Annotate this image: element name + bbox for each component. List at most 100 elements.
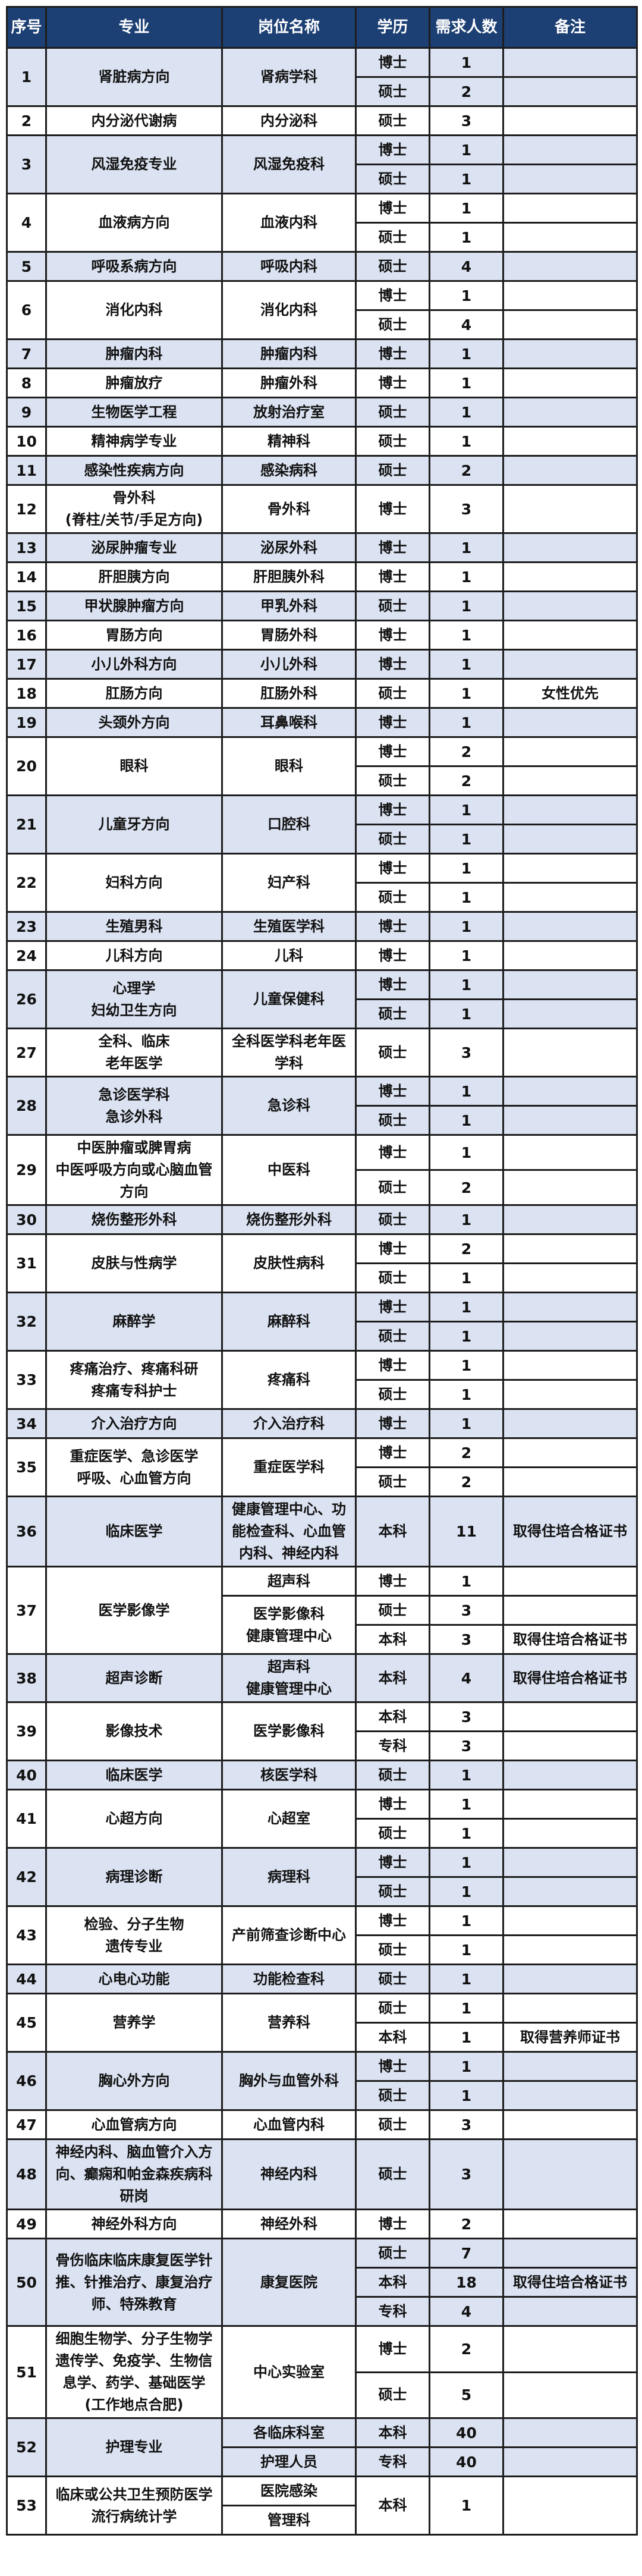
position-cell: 麻醉科 bbox=[221, 1292, 357, 1352]
table-row: 16 胃肠方向 胃肠外科 博士 1 bbox=[6, 620, 638, 651]
note-cell bbox=[502, 2446, 638, 2477]
row-number: 22 bbox=[6, 853, 47, 913]
table-row: 专科 3 bbox=[7, 1730, 638, 1761]
degree-cell: 博士 bbox=[355, 2325, 430, 2373]
count-cell: 1 bbox=[429, 2080, 504, 2111]
count-cell: 1 bbox=[429, 590, 504, 621]
count-cell: 1 bbox=[429, 1905, 504, 1936]
position-cell: 精神科 bbox=[221, 426, 357, 457]
note-cell bbox=[502, 590, 638, 621]
note-cell bbox=[502, 484, 638, 534]
count-cell: 1 bbox=[429, 794, 504, 825]
major-cell: 临床医学 bbox=[45, 1760, 223, 1790]
position-cell: 妇产科 bbox=[221, 853, 357, 913]
major-cell: 眼科 bbox=[45, 736, 223, 796]
major-cell: 检验、分子生物 遗传专业 bbox=[45, 1905, 223, 1965]
table-row: 硕士 1 bbox=[7, 1321, 638, 1352]
count-cell: 1 bbox=[429, 193, 504, 224]
table-row: 35 重症医学、急诊医学 呼吸、心血管方向 重症医学科 博士 2 bbox=[6, 1437, 638, 1497]
row-number: 12 bbox=[6, 484, 47, 534]
count-cell: 11 bbox=[429, 1496, 504, 1567]
table-row: 8 肿瘤放疗 肿瘤外科 博士 1 bbox=[6, 367, 638, 398]
count-cell: 1 bbox=[429, 1934, 504, 1965]
table-body: 1 肾脏病方向 肾病学科 博士 1 硕士 2 2 内分泌代谢病 内分泌科 硕士 3 3 风湿免疫专业 风湿免… bbox=[6, 47, 638, 2536]
count-cell: 1 bbox=[429, 911, 504, 942]
degree-cell: 本科 bbox=[355, 2267, 430, 2298]
degree-cell: 博士 bbox=[355, 853, 430, 884]
position-cell: 康复医院 bbox=[221, 2238, 357, 2327]
degree-cell: 硕士 bbox=[355, 222, 430, 253]
count-cell: 1 bbox=[429, 1789, 504, 1820]
note-cell bbox=[502, 1876, 638, 1907]
count-cell: 1 bbox=[429, 1292, 504, 1322]
count-cell: 1 bbox=[429, 1818, 504, 1849]
count-cell: 1 bbox=[429, 1204, 504, 1235]
position-cell: 胃肠外科 bbox=[221, 620, 357, 651]
note-cell bbox=[502, 367, 638, 398]
table-row: 硕士 2 bbox=[7, 76, 638, 107]
count-cell: 1 bbox=[429, 969, 504, 1000]
degree-cell: 博士 bbox=[355, 1847, 430, 1878]
note-cell bbox=[502, 853, 638, 884]
major-cell: 血液病方向 bbox=[45, 193, 223, 253]
position-cell: 心血管内科 bbox=[221, 2109, 357, 2140]
count-cell: 2 bbox=[429, 1233, 504, 1264]
major-cell: 皮肤与性病学 bbox=[45, 1233, 223, 1293]
position-cell: 生殖医学科 bbox=[221, 911, 357, 942]
table-row: 14 肝胆胰方向 肝胆胰外科 博士 1 bbox=[6, 561, 638, 592]
note-cell bbox=[502, 1105, 638, 1136]
row-number: 37 bbox=[6, 1566, 47, 1655]
row-number: 15 bbox=[6, 590, 47, 621]
major-cell: 病理诊断 bbox=[45, 1847, 223, 1907]
note-cell bbox=[502, 1595, 638, 1626]
note-cell bbox=[502, 765, 638, 796]
count-cell: 1 bbox=[429, 678, 504, 709]
note-cell bbox=[502, 193, 638, 224]
count-cell: 1 bbox=[429, 1964, 504, 1994]
degree-cell: 博士 bbox=[355, 1076, 430, 1107]
table-row: 9 生物医学工程 放射治疗室 硕士 1 bbox=[6, 397, 638, 428]
table-row: 19 头颈外方向 耳鼻喉科 博士 1 bbox=[6, 707, 638, 738]
degree-cell: 硕士 bbox=[355, 164, 430, 194]
position-cell: 甲乳外科 bbox=[221, 590, 357, 621]
position-cell: 口腔科 bbox=[221, 794, 357, 855]
row-number: 49 bbox=[6, 2209, 47, 2239]
row-number: 7 bbox=[6, 338, 47, 369]
count-cell: 1 bbox=[429, 222, 504, 253]
note-cell bbox=[502, 1292, 638, 1322]
count-cell: 2 bbox=[429, 1169, 504, 1206]
major-cell: 肾脏病方向 bbox=[45, 47, 223, 107]
note-cell bbox=[502, 2109, 638, 2140]
note-cell bbox=[502, 2325, 638, 2373]
table-row: 本科 1 取得营养师证书 bbox=[7, 2022, 638, 2053]
note-cell bbox=[502, 998, 638, 1029]
row-number: 3 bbox=[6, 134, 47, 194]
note-cell: 取得营养师证书 bbox=[502, 2022, 638, 2053]
note-cell bbox=[502, 824, 638, 855]
table-row: 51 细胞生物学、分子生物学 遗传学、免疫学、生物信 息学、药学、基础医学 (工作… bbox=[6, 2325, 638, 2419]
row-number: 40 bbox=[6, 1760, 47, 1790]
count-cell: 2 bbox=[429, 1437, 504, 1468]
position-cell: 内分泌科 bbox=[221, 105, 357, 136]
table-row: 20 眼科 眼科 博士 2 bbox=[6, 736, 638, 796]
degree-cell: 硕士 bbox=[355, 765, 430, 796]
degree-cell: 硕士 bbox=[355, 1876, 430, 1907]
count-cell: 2 bbox=[429, 455, 504, 486]
table-row: 硕士 1 bbox=[7, 824, 638, 855]
note-cell: 取得住培合格证书 bbox=[502, 2267, 638, 2298]
row-number: 17 bbox=[6, 649, 47, 680]
count-cell: 1 bbox=[429, 882, 504, 913]
degree-cell: 硕士 bbox=[355, 455, 430, 486]
major-cell: 心理学 妇幼卫生方向 bbox=[45, 969, 223, 1029]
position-cell: 急诊科 bbox=[221, 1076, 357, 1136]
table-row: 3 风湿免疫专业 风湿免疫科 博士 1 bbox=[6, 134, 638, 194]
note-cell bbox=[502, 736, 638, 767]
table-row: 硕士 1 bbox=[7, 882, 638, 913]
row-number: 46 bbox=[6, 2051, 47, 2111]
major-cell: 精神病学专业 bbox=[45, 426, 223, 457]
table-row: 43 检验、分子生物 遗传专业 产前筛查诊断中心 博士 1 bbox=[6, 1905, 638, 1965]
row-number: 45 bbox=[6, 1993, 47, 2053]
row-number: 47 bbox=[6, 2109, 47, 2140]
table-row: 硕士 1 bbox=[7, 222, 638, 253]
count-cell: 7 bbox=[429, 2238, 504, 2269]
